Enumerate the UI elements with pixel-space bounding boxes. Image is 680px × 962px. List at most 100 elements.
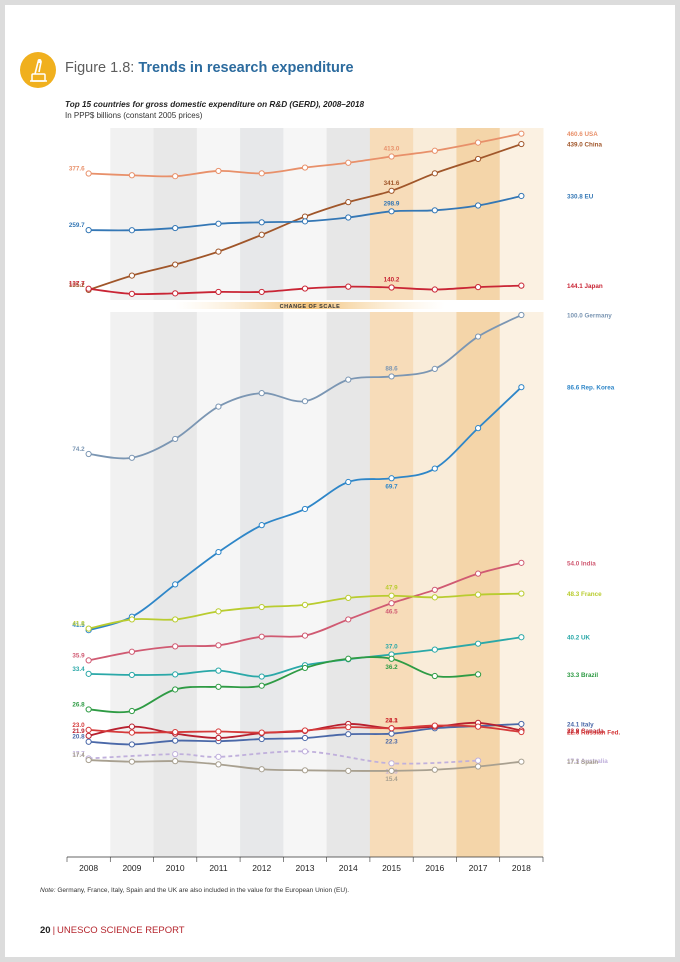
data-point — [85, 670, 92, 677]
end-value-label: 33.3 Brazil — [567, 672, 598, 679]
data-point — [388, 187, 395, 194]
page: Figure 1.8: Trends in research expenditu… — [5, 5, 675, 957]
data-point — [388, 153, 395, 160]
figure-badge — [20, 52, 56, 88]
data-point — [85, 657, 92, 664]
data-point — [128, 454, 136, 461]
year-column-bg — [110, 312, 155, 857]
data-point — [215, 642, 222, 649]
data-point — [431, 672, 438, 680]
mid-value-label: 46.5 — [385, 608, 398, 615]
data-point — [345, 214, 352, 221]
start-value-label: 17.4 — [72, 752, 85, 759]
data-point — [215, 753, 222, 760]
x-tick-label: 2017 — [469, 863, 488, 873]
end-value-label: 17.1 Spain — [567, 759, 598, 766]
end-value-label: 24.1 Italy — [567, 721, 594, 728]
series-spain: 17.4 15.4 17.1 Spain — [72, 752, 598, 783]
series-china: 135.2 341.6 439.0 China — [69, 140, 602, 294]
data-point — [301, 505, 309, 513]
data-point — [128, 671, 136, 679]
data-point — [172, 290, 179, 297]
data-point — [474, 425, 482, 432]
x-tick-label: 2018 — [512, 863, 531, 873]
data-point — [128, 227, 136, 234]
data-point — [172, 686, 179, 693]
start-value-label: 17.7 — [72, 750, 85, 757]
data-point — [215, 220, 222, 227]
data-point — [258, 682, 265, 689]
data-point — [301, 767, 309, 774]
mid-value-label: 140.2 — [384, 277, 400, 284]
data-point — [388, 600, 395, 607]
data-point — [431, 722, 438, 729]
chart-note: Note: Germany, France, Italy, Spain and … — [40, 887, 349, 894]
data-point — [431, 286, 438, 293]
data-point — [474, 757, 482, 764]
data-point — [258, 170, 265, 177]
data-point — [258, 522, 265, 529]
data-point — [388, 767, 395, 774]
end-value-label: 460.6 USA — [567, 131, 598, 138]
data-point — [301, 748, 309, 755]
data-point — [85, 732, 92, 739]
data-point — [172, 728, 179, 736]
microscope-icon — [30, 59, 47, 82]
end-value-label: 100.0 Germany — [567, 313, 612, 320]
data-point — [474, 591, 482, 598]
data-point — [215, 608, 222, 615]
data-point — [518, 384, 525, 391]
start-value-label: 20.8 — [72, 734, 85, 741]
data-point — [431, 586, 438, 593]
data-point — [258, 390, 265, 397]
data-point — [431, 766, 438, 773]
data-point — [85, 706, 92, 713]
x-tick-label: 2012 — [252, 863, 271, 873]
mid-value-label: 69.7 — [385, 483, 398, 490]
data-point — [128, 172, 136, 179]
year-column-bg — [196, 312, 241, 857]
data-point — [215, 761, 222, 768]
data-point — [474, 284, 482, 291]
start-value-label: 135.2 — [69, 282, 85, 289]
x-tick-label: 2008 — [79, 863, 98, 873]
data-point — [128, 648, 136, 655]
mid-value-label: 413.0 — [384, 146, 400, 153]
data-point — [215, 728, 222, 735]
data-point — [518, 720, 525, 728]
data-point — [172, 581, 179, 588]
data-point — [301, 398, 309, 405]
data-point — [345, 283, 352, 290]
start-value-label: 259.7 — [69, 222, 85, 229]
data-point — [301, 632, 309, 639]
data-point — [128, 290, 136, 297]
data-point — [128, 758, 136, 765]
start-value-label: 41.8 — [72, 621, 85, 628]
change-of-scale-label: CHANGE OF SCALE — [280, 304, 341, 310]
data-point — [172, 671, 179, 678]
end-value-label: 40.2 UK — [567, 635, 591, 642]
data-point — [518, 634, 525, 641]
data-point — [172, 737, 179, 744]
year-column-bg — [499, 312, 544, 857]
series-brazil: 26.8 36.2 33.3 Brazil — [72, 655, 598, 715]
year-column-bg — [326, 312, 371, 857]
series-india: 35.9 46.5 54.0 India — [72, 559, 596, 664]
data-point — [518, 311, 525, 319]
series-line — [88, 656, 479, 714]
data-point — [128, 729, 136, 736]
data-point — [345, 159, 352, 166]
data-point — [388, 760, 395, 767]
data-point — [431, 646, 438, 653]
data-point — [301, 664, 309, 672]
end-value-label: 17.3 Australia — [567, 758, 608, 765]
data-point — [258, 219, 265, 226]
data-point — [301, 285, 309, 292]
x-tick-label: 2013 — [296, 863, 315, 873]
series-france: 41.8 47.9 48.3 France — [72, 585, 602, 632]
page-number: 20 — [40, 925, 51, 936]
year-column-bg — [413, 128, 457, 300]
note-text: Germany, France, Italy, Spain and the UK… — [55, 887, 350, 894]
data-point — [431, 465, 438, 472]
